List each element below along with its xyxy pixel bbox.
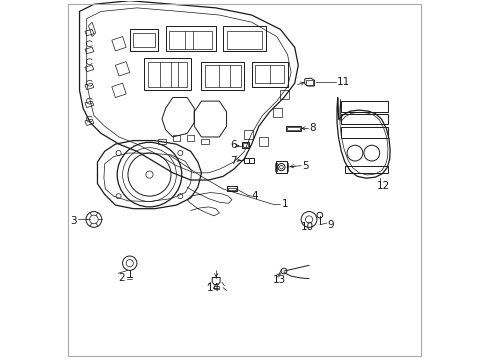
Text: 1: 1 (281, 199, 287, 210)
Text: 8: 8 (308, 123, 315, 133)
Text: 13: 13 (273, 275, 286, 285)
Text: 4: 4 (251, 191, 258, 201)
Text: 11: 11 (336, 77, 349, 87)
Text: 3: 3 (70, 216, 77, 226)
Text: 14: 14 (207, 283, 220, 293)
Text: 5: 5 (301, 161, 308, 171)
Text: 6: 6 (230, 140, 236, 150)
Text: 7: 7 (230, 156, 236, 166)
Text: 12: 12 (376, 181, 389, 192)
Text: 9: 9 (327, 220, 334, 230)
Text: 2: 2 (118, 273, 124, 283)
Text: 10: 10 (301, 222, 314, 232)
